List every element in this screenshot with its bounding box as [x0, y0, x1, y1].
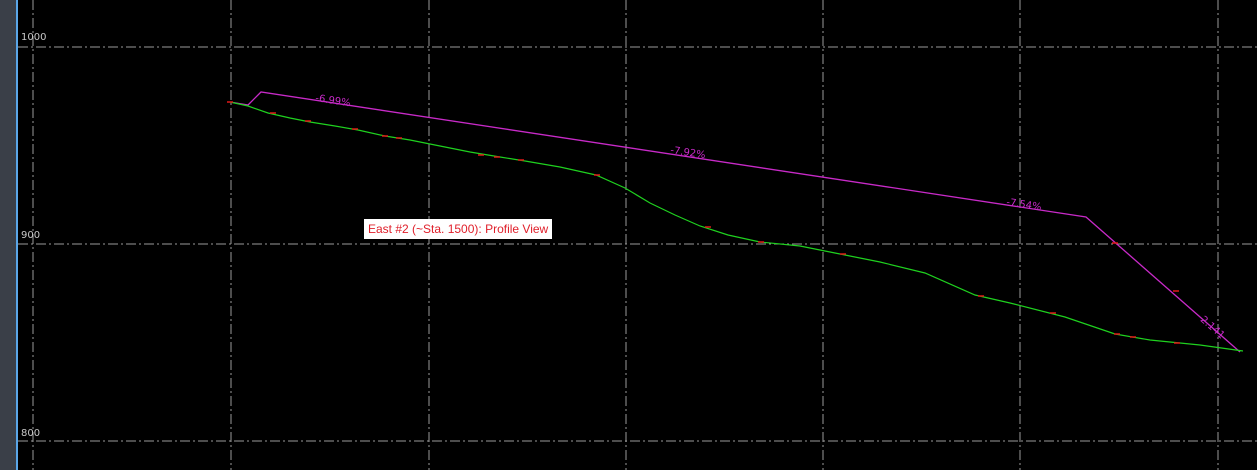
vertical-grid: [32, 0, 1219, 470]
profile-canvas[interactable]: -6.99% -7.92% -7.54% -2.141: [18, 0, 1257, 470]
elevation-label-1000: 1000: [21, 32, 47, 43]
proposed-profile-line[interactable]: [229, 91, 1241, 353]
grade-label-2: -7.92%: [670, 145, 707, 161]
horizontal-grid: [18, 46, 1257, 442]
left-panel: [0, 0, 16, 470]
profile-points: [1112, 242, 1179, 292]
grade-label-3: -7.54%: [1006, 197, 1043, 213]
elevation-label-800: 800: [21, 428, 41, 439]
ground-points: [227, 101, 1180, 344]
elevation-label-900: 900: [21, 230, 41, 241]
left-panel-border: [16, 0, 18, 470]
grade-label-4: -2.141: [1195, 312, 1227, 341]
grade-label-1: -6.99%: [315, 93, 352, 109]
existing-ground-line[interactable]: [229, 101, 1244, 352]
profile-view-title[interactable]: East #2 (~Sta. 1500): Profile View: [364, 219, 553, 239]
